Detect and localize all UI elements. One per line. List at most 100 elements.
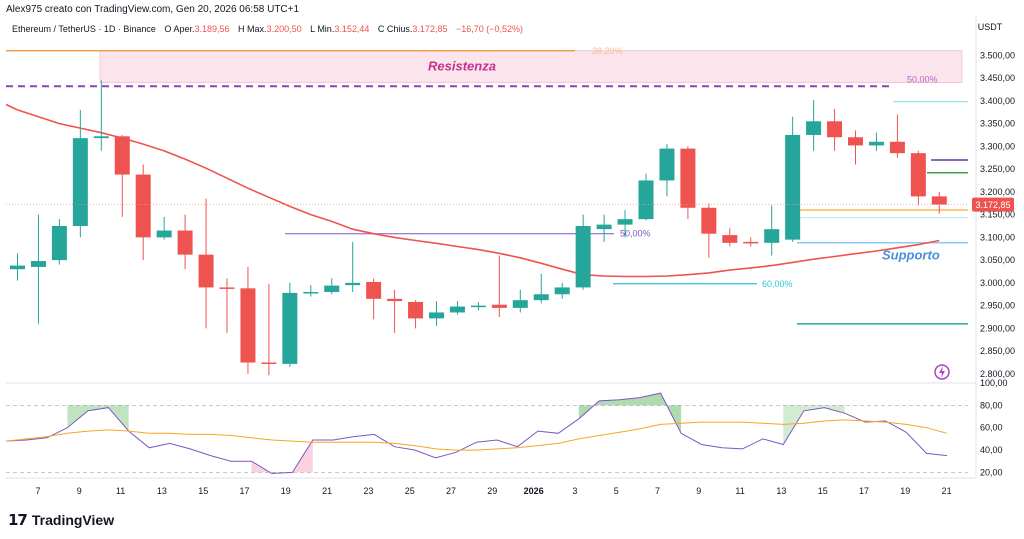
high-key: Max. [247, 24, 267, 34]
candle-body [533, 294, 549, 301]
candle-body [324, 285, 340, 292]
candle-body [868, 141, 884, 146]
rsi-tick-label: 40,00 [980, 445, 1003, 455]
price-tick-label: 2.950,00 [980, 301, 1015, 311]
time-tick-label: 9 [77, 486, 82, 496]
candle-body [345, 282, 361, 286]
high-value: 3.200,50 [266, 24, 302, 34]
candle-body [659, 148, 675, 181]
candle-body [282, 292, 298, 364]
candle-body [701, 207, 717, 234]
open-key: Aper. [173, 24, 195, 34]
candle-body [429, 312, 444, 319]
time-tick-label: 21 [942, 486, 952, 496]
time-tick-label: 5 [614, 486, 619, 496]
brand-name: TradingView [31, 512, 115, 528]
candle-body [114, 136, 130, 175]
rsi-overbought-fill [67, 405, 129, 432]
candle-body [72, 138, 88, 226]
time-tick-label: 7 [35, 486, 40, 496]
candles-layer[interactable] [10, 80, 947, 376]
tradingview-logo-icon: 17 [8, 511, 28, 529]
time-tick-label: 19 [281, 486, 291, 496]
time-tick-label: 17 [859, 486, 869, 496]
last-price-tag [972, 197, 1014, 212]
resistance-zone [99, 50, 963, 84]
level-label: 38,20% [592, 46, 623, 56]
time-tick-label: 13 [776, 486, 786, 496]
candle-body [198, 254, 214, 288]
time-tick-label: 2026 [524, 486, 544, 496]
time-tick-label: 11 [735, 486, 744, 496]
author-note: Alex975 creato con TradingView.com, Gen … [6, 4, 300, 15]
rsi-tick-label: 80,00 [980, 400, 1003, 410]
level-label: 50,00% [907, 74, 938, 84]
rsi-overbought-fill [783, 405, 845, 445]
rsi-oversold-fill [251, 440, 313, 474]
rsi-panel [5, 392, 968, 475]
candle-body [910, 153, 926, 197]
low-value: 3.152,44 [334, 24, 370, 34]
candle-body [575, 225, 591, 288]
time-tick-label: 23 [363, 486, 373, 496]
price-tick-label: 3.500,00 [980, 50, 1015, 60]
price-tick-label: 2.900,00 [980, 323, 1015, 333]
rsi-line [5, 392, 948, 475]
time-tick-label: 29 [487, 486, 497, 496]
change-value: −16,70 (−0,52%) [455, 24, 524, 34]
close-label: C [377, 24, 385, 34]
misc-layer: 3.172,85 [6, 197, 1014, 380]
candle-body [743, 241, 759, 244]
candle-body [366, 281, 382, 299]
price-tick-label: 3.250,00 [980, 164, 1015, 174]
candle-body [638, 180, 654, 220]
candle-body [177, 230, 193, 255]
low-key: Min. [317, 24, 335, 34]
candle-body [30, 261, 46, 267]
candle-body [785, 134, 801, 240]
candle-body [449, 306, 465, 313]
brand[interactable]: 17 TradingView [8, 511, 114, 529]
candle-body [848, 137, 863, 146]
candle-body [93, 136, 109, 139]
candle-body [827, 121, 843, 138]
price-axis-unit: USDT [978, 22, 1003, 32]
axes-layer: USDT 3.500,00 3.450,00 3.400,00 3.350,00 3.30… [35, 22, 1015, 496]
symbol-name[interactable]: Ethereum / TetherUS · 1D · Binance [12, 24, 156, 34]
price-tick-label: 3.200,00 [980, 187, 1015, 197]
time-tick-label: 11 [116, 486, 125, 496]
candle-body [491, 304, 507, 308]
time-tick-label: 7 [655, 486, 660, 496]
close-key: Chius. [386, 24, 413, 34]
candle-body [931, 196, 947, 205]
open-value: 3.189,56 [194, 24, 230, 34]
grid [6, 16, 977, 479]
rsi-tick-label: 60,00 [980, 423, 1003, 433]
price-tick-label: 3.350,00 [980, 119, 1015, 129]
time-tick-label: 21 [322, 486, 332, 496]
candle-body [261, 362, 277, 365]
time-tick-label: 15 [818, 486, 828, 496]
lightning-bolt-icon [939, 366, 945, 378]
moving-average-layer [5, 103, 940, 278]
candle-body [806, 121, 822, 135]
candle-body [617, 219, 633, 225]
candle-body [303, 291, 319, 294]
last-price-label: 3.172,85 [975, 200, 1010, 210]
lightning-alert-icon [934, 364, 950, 380]
time-tick-label: 9 [696, 486, 701, 496]
time-tick-label: 13 [157, 486, 167, 496]
candle-body [680, 148, 696, 208]
candle-body [470, 305, 486, 308]
time-tick-label: 15 [198, 486, 208, 496]
candle-body [554, 287, 570, 295]
candle-body [764, 229, 780, 243]
high-label: H [238, 24, 245, 34]
price-tick-label: 3.150,00 [980, 210, 1015, 220]
candle-body [135, 174, 151, 238]
candle-body [596, 224, 612, 230]
rsi-ma-line [5, 419, 948, 451]
time-tick-label: 25 [405, 486, 415, 496]
low-label: L [310, 24, 315, 34]
